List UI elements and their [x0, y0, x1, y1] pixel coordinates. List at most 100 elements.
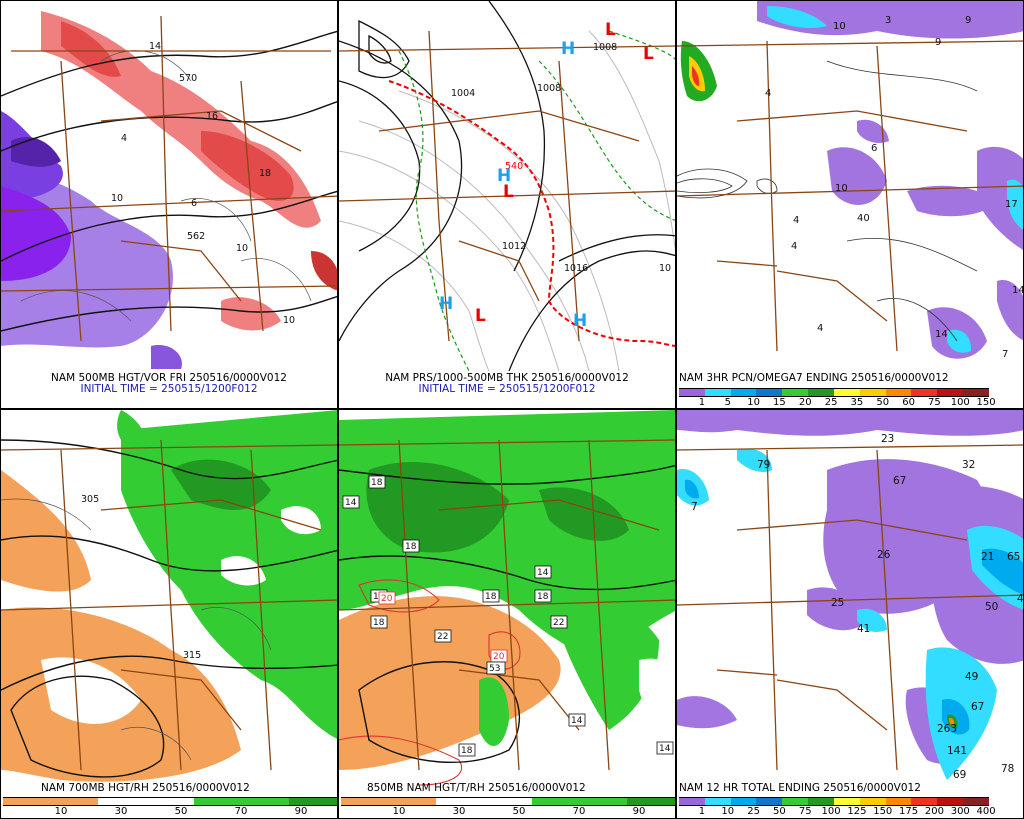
panel-12hr-total-precip[interactable]: 23 79 67 32 26 21 65 4 50 25 41 49 67 26… — [676, 409, 1024, 819]
precip-label: 4 — [793, 215, 799, 226]
colorbar-swatch — [98, 798, 147, 805]
colorbar-label: 150 — [976, 397, 996, 408]
temperature-label-box: 14 — [656, 741, 674, 755]
colorbar-label: 1 — [698, 397, 706, 408]
precip-label: 14 — [935, 329, 948, 340]
colorbar-swatch — [579, 798, 628, 805]
colorbar — [341, 797, 675, 806]
precip-label: 3 — [885, 15, 891, 26]
panel-caption: NAM 500MB HGT/VOR FRI 250516/0000V012 — [51, 372, 287, 384]
isobar-label: 1004 — [451, 88, 475, 99]
svg-text:22: 22 — [553, 618, 564, 628]
colorbar-swatch — [756, 798, 783, 805]
temperature-label-box: 18 — [368, 475, 386, 489]
colorbar-label: 400 — [976, 806, 996, 817]
isobar-label: 10 — [659, 263, 671, 274]
temperature-label-box: 18 — [534, 589, 552, 603]
colorbar-label: 100 — [950, 397, 970, 408]
colorbar-label: 15 — [773, 397, 786, 408]
colorbar-swatch — [341, 798, 389, 805]
colorbar-label: 5 — [724, 397, 731, 408]
colorbar-swatch — [146, 798, 194, 805]
precip-label: 7 — [691, 501, 698, 513]
colorbar-label: 30 — [452, 806, 466, 817]
colorbar-swatch — [911, 389, 938, 396]
colorbar-label: 50 — [512, 806, 526, 817]
precip-label: 263 — [937, 723, 957, 735]
colorbar-swatch — [859, 798, 886, 805]
precip-label: 4 — [1017, 593, 1024, 605]
colorbar — [679, 797, 989, 806]
precip-label: 32 — [962, 459, 975, 471]
panel-700mb-rh[interactable]: 315 305 NAM 700MB HGT/RH 250516/0000V012… — [0, 409, 338, 819]
low-pressure-marker: L — [503, 182, 514, 202]
panel-initial-time: INITIAL TIME = 250515/1200F012 — [80, 383, 258, 395]
high-pressure-marker: H — [561, 39, 575, 59]
svg-text:14: 14 — [571, 716, 583, 726]
colorbar-swatch — [937, 798, 964, 805]
precip-label: 10 — [835, 183, 848, 194]
isobar-label: 1008 — [593, 42, 617, 53]
panel-850mb-temp-rh[interactable]: 14 18 18 18 18 14 20 20 22 18 53 18 14 1… — [338, 409, 676, 819]
colorbar-swatch — [911, 798, 938, 805]
colorbar-swatch — [963, 798, 989, 805]
temperature-label-box: 53 — [486, 661, 506, 675]
svg-text:18: 18 — [485, 592, 497, 602]
precip-label: 141 — [947, 745, 967, 757]
colorbar-label: 75 — [798, 806, 812, 817]
colorbar-label: 70 — [234, 806, 248, 817]
contour-label: 14 — [149, 41, 161, 52]
panel-initial-time: INITIAL TIME = 250515/1200F012 — [418, 383, 596, 395]
isobar-label: 1016 — [564, 263, 588, 274]
precip-label: 67 — [971, 701, 984, 713]
colorbar-swatch — [704, 389, 731, 396]
high-pressure-marker: H — [573, 311, 587, 331]
panel-caption: 850MB NAM HGT/T/RH 250516/0000V012 — [367, 782, 586, 794]
contour-label: 16 — [206, 111, 218, 122]
temperature-label-box: 18 — [370, 615, 388, 629]
colorbar-swatch — [808, 389, 834, 396]
precip-label: 41 — [857, 623, 870, 635]
colorbar-label: 75 — [928, 397, 941, 408]
colorbar-swatch — [289, 798, 337, 805]
precip-label: 7 — [1002, 349, 1008, 360]
precip-label: 21 — [981, 551, 994, 563]
svg-text:20: 20 — [381, 594, 393, 604]
map-500mb-vorticity: 570 562 10 14 18 16 4 6 10 10 — [1, 1, 337, 371]
contour-label: 315 — [183, 650, 201, 661]
thickness-label: 540 — [505, 161, 523, 172]
temperature-label-box: 20 — [378, 591, 396, 605]
panel-3hr-precip[interactable]: 10 3 9 9 4 6 10 40 4 4 4 14 17 14 7 NAM … — [676, 0, 1024, 409]
colorbar-swatch — [885, 389, 912, 396]
precip-label: 17 — [1005, 199, 1018, 210]
precip-label: 6 — [871, 143, 877, 154]
colorbar-swatch — [782, 798, 809, 805]
svg-text:53: 53 — [489, 664, 500, 674]
colorbar-label: 35 — [850, 397, 864, 408]
svg-text:18: 18 — [461, 746, 473, 756]
contour-label: 562 — [187, 231, 205, 242]
colorbar-label: 50 — [174, 806, 188, 817]
precip-label: 25 — [831, 597, 844, 609]
colorbar-swatch — [3, 798, 51, 805]
colorbar-labels: 1 10 25 50 75 100 125 150 175 200 300 400 — [677, 806, 1023, 818]
colorbar-swatch — [704, 798, 731, 805]
colorbar-label: 70 — [572, 806, 586, 817]
colorbar-swatch — [484, 798, 532, 805]
precip-label: 4 — [765, 88, 771, 99]
precip-label: 14 — [1012, 285, 1024, 296]
map-3hr-precip: 10 3 9 9 4 6 10 40 4 4 4 14 17 14 7 — [677, 1, 1024, 371]
colorbar-label: 90 — [294, 806, 308, 817]
panel-500mb-vorticity[interactable]: 570 562 10 14 18 16 4 6 10 10 NAM 500MB … — [0, 0, 338, 409]
svg-text:14: 14 — [537, 568, 549, 578]
colorbar-swatch — [885, 798, 912, 805]
colorbar-swatch — [963, 389, 989, 396]
colorbar-swatch — [436, 798, 485, 805]
panel-pressure-thickness[interactable]: 1008 1008 1004 1012 1016 540 10 H H H H … — [338, 0, 676, 409]
high-pressure-marker: H — [497, 166, 511, 186]
precip-label: 65 — [1007, 551, 1020, 563]
colorbar-label: 1 — [698, 806, 706, 817]
svg-text:22: 22 — [437, 632, 448, 642]
colorbar-label: 125 — [847, 806, 867, 817]
